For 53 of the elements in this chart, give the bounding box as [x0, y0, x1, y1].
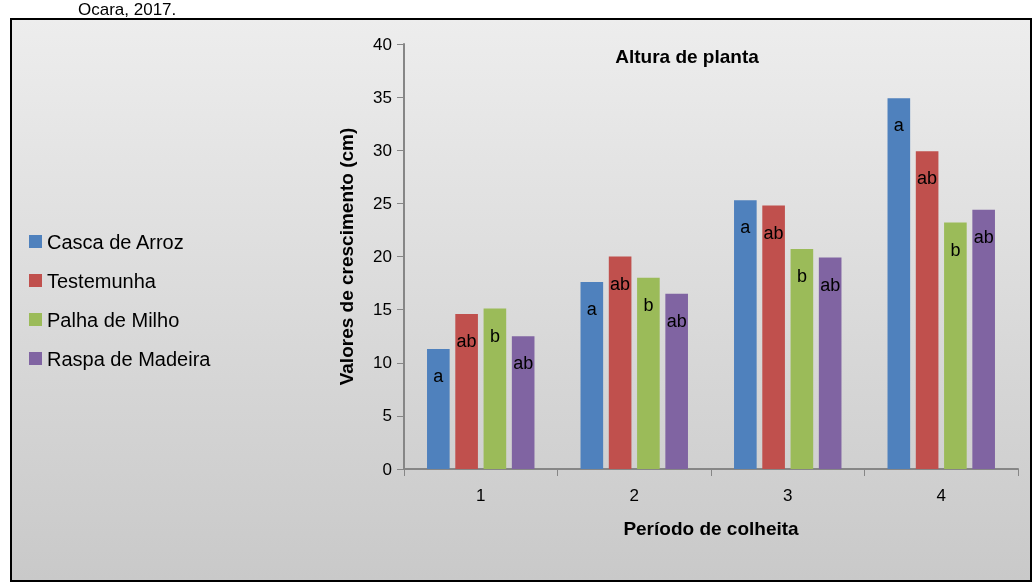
data-label: ab: [610, 273, 631, 294]
bar: [637, 277, 660, 469]
data-label: ab: [456, 330, 477, 351]
y-tick-label: 35: [373, 87, 392, 107]
data-label: b: [950, 239, 961, 260]
bar: [608, 256, 632, 469]
chart-title: Altura de planta: [615, 46, 760, 67]
legend-label: Casca de Arroz: [47, 230, 184, 253]
text: Ocara, 2017.: [78, 0, 177, 19]
y-tick-label: 15: [373, 300, 392, 320]
bar: [915, 151, 939, 469]
x-tick-label: 3: [783, 486, 793, 505]
data-label: ab: [666, 310, 687, 331]
y-tick-label: 25: [373, 193, 392, 213]
y-tick-label: 20: [373, 247, 392, 266]
data-label: b: [796, 266, 807, 287]
bar: [511, 336, 535, 469]
legend-label: Raspa de Madeira: [47, 347, 212, 370]
data-label: a: [433, 365, 445, 386]
data-label: a: [740, 217, 752, 238]
bar: [790, 249, 814, 469]
bar: [665, 293, 688, 469]
data-label: a: [586, 299, 598, 319]
bar: [972, 209, 995, 469]
bar: [483, 308, 507, 469]
bar: [455, 313, 478, 469]
y-tick-label: 0: [382, 459, 392, 479]
bar: [762, 205, 785, 469]
y-tick-label: 40: [373, 34, 392, 54]
legend-label: Testemunha: [47, 269, 157, 292]
legend-label: Palha de Milho: [47, 308, 180, 331]
data-label: b: [643, 294, 654, 315]
y-tick-label: 5: [382, 406, 392, 426]
data-label: ab: [513, 353, 534, 374]
data-label: ab: [917, 168, 938, 189]
data-label: ab: [763, 222, 784, 243]
x-tick-label: 4: [936, 486, 946, 505]
y-tick-label: 30: [373, 140, 392, 160]
bar: [818, 257, 842, 469]
bar: [734, 200, 757, 469]
data-label: ab: [820, 274, 841, 295]
bar: [887, 98, 911, 469]
x-axis-title: Período de colheita: [623, 518, 800, 539]
x-tick-label: 2: [629, 486, 639, 505]
y-axis-title: Valores de crescimento (cm): [336, 127, 357, 386]
data-label: a: [893, 115, 905, 136]
bar: [580, 282, 604, 469]
bar: [944, 222, 967, 469]
data-label: b: [489, 325, 500, 346]
bar: [427, 348, 450, 469]
x-tick-label: 1: [476, 486, 486, 505]
data-label: ab: [973, 226, 994, 247]
y-tick-label: 10: [373, 353, 392, 373]
